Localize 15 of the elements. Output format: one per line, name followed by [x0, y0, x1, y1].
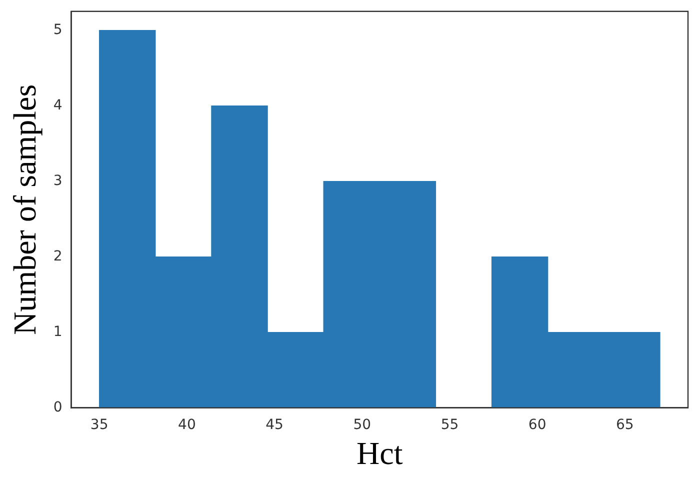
- y-tick-label: 1: [53, 324, 62, 340]
- y-tick-label: 2: [53, 248, 62, 264]
- x-tick-label: 55: [440, 416, 459, 433]
- x-tick-label: 65: [616, 416, 634, 433]
- y-tick-label: 0: [53, 399, 62, 416]
- x-tick-label: 35: [90, 416, 108, 433]
- x-axis-title: Hct: [356, 435, 403, 472]
- y-tick-label: 3: [53, 172, 62, 189]
- x-tick-label: 60: [528, 416, 546, 433]
- x-tick-label: 45: [266, 416, 284, 433]
- x-tick-label: 40: [178, 416, 196, 433]
- x-tick-label: 50: [353, 416, 372, 433]
- y-tick-label: 5: [53, 22, 62, 38]
- y-tick-label: 4: [53, 97, 62, 114]
- y-axis-title: Number of samples: [6, 84, 43, 335]
